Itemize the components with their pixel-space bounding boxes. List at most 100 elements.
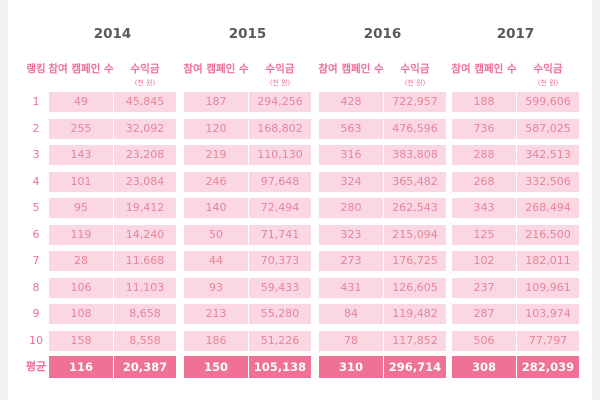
revenue-cell: 126,605 <box>384 277 446 298</box>
revenue-column-header: 수익금 <box>130 63 160 75</box>
campaign-count-cell: 280 <box>319 198 383 218</box>
rank-number: 8 <box>32 280 40 294</box>
revenue-unit-label: (천 원) <box>537 79 559 87</box>
campaign-count-cell: 50 <box>184 224 248 245</box>
campaign-count-cell: 187 <box>184 92 248 112</box>
average-campaign-count-cell: 310 <box>319 356 383 378</box>
revenue-cell: 11,668 <box>114 251 176 271</box>
rank-number: 2 <box>32 121 40 135</box>
revenue-cell: 19,412 <box>114 198 176 218</box>
year-heading: 2017 <box>496 26 535 42</box>
revenue-cell: 32,092 <box>114 118 176 139</box>
revenue-column-header: 수익금 <box>533 63 563 75</box>
revenue-cell: 332,506 <box>517 171 579 192</box>
campaign-count-cell: 428 <box>319 92 383 112</box>
campaign-count-cell: 287 <box>452 304 516 324</box>
campaign-count-cell: 158 <box>49 330 113 351</box>
campaign-count-cell: 273 <box>319 251 383 271</box>
campaign-count-cell: 120 <box>184 118 248 139</box>
revenue-column-header: 수익금 <box>400 63 430 75</box>
revenue-cell: 176,725 <box>384 251 446 271</box>
campaign-count-cell: 255 <box>49 118 113 139</box>
campaigns-column-header: 참여 캠페인 수 <box>451 63 517 75</box>
campaign-count-cell: 125 <box>452 224 516 245</box>
revenue-cell: 216,500 <box>517 224 579 245</box>
campaign-count-cell: 736 <box>452 118 516 139</box>
revenue-cell: 55,280 <box>249 304 311 324</box>
campaign-count-cell: 188 <box>452 92 516 112</box>
rank-number: 9 <box>32 307 40 320</box>
revenue-cell: 168,802 <box>249 118 311 139</box>
revenue-cell: 383,808 <box>384 145 446 165</box>
revenue-cell: 8,658 <box>114 304 176 324</box>
revenue-cell: 342,513 <box>517 145 579 165</box>
campaign-count-cell: 106 <box>49 277 113 298</box>
campaign-count-cell: 140 <box>184 198 248 218</box>
revenue-cell: 262,543 <box>384 198 446 218</box>
rank-header: 랭킹 <box>26 63 46 75</box>
campaign-count-cell: 343 <box>452 198 516 218</box>
average-revenue-cell: 296,714 <box>384 356 446 378</box>
year-heading: 2014 <box>93 26 132 42</box>
year-heading: 2015 <box>228 26 267 42</box>
campaign-count-cell: 78 <box>319 330 383 351</box>
campaign-count-cell: 246 <box>184 171 248 192</box>
campaign-count-cell: 44 <box>184 251 248 271</box>
campaign-count-cell: 28 <box>49 251 113 271</box>
revenue-cell: 103,974 <box>517 304 579 324</box>
campaign-count-cell: 102 <box>452 251 516 271</box>
revenue-cell: 23,084 <box>114 171 176 192</box>
revenue-cell: 51,226 <box>249 330 311 351</box>
campaign-count-cell: 323 <box>319 224 383 245</box>
revenue-cell: 182,011 <box>517 251 579 271</box>
average-row-label: 평균 <box>25 360 47 373</box>
rank-number: 1 <box>32 95 40 108</box>
rank-number: 4 <box>32 174 40 188</box>
revenue-cell: 268,494 <box>517 198 579 218</box>
average-campaign-count-cell: 116 <box>49 356 113 378</box>
revenue-cell: 11,103 <box>114 277 176 298</box>
campaign-count-cell: 288 <box>452 145 516 165</box>
campaigns-column-header: 참여 캠페인 수 <box>48 63 114 75</box>
rank-number: 5 <box>32 201 40 214</box>
revenue-cell: 365,482 <box>384 171 446 192</box>
revenue-cell: 109,961 <box>517 277 579 298</box>
campaign-count-cell: 101 <box>49 171 113 192</box>
campaigns-column-header: 참여 캠페인 수 <box>318 63 384 75</box>
revenue-cell: 72,494 <box>249 198 311 218</box>
revenue-cell: 119,482 <box>384 304 446 324</box>
revenue-cell: 70,373 <box>249 251 311 271</box>
campaign-count-cell: 186 <box>184 330 248 351</box>
campaign-count-cell: 119 <box>49 224 113 245</box>
campaign-count-cell: 108 <box>49 304 113 324</box>
campaign-count-cell: 563 <box>319 118 383 139</box>
rank-number: 10 <box>29 333 43 347</box>
revenue-cell: 23,208 <box>114 145 176 165</box>
revenue-cell: 476,596 <box>384 118 446 139</box>
year-heading: 2016 <box>363 26 402 42</box>
revenue-cell: 59,433 <box>249 277 311 298</box>
left-border <box>0 0 8 400</box>
revenue-cell: 599,606 <box>517 92 579 112</box>
revenue-cell: 77,797 <box>517 330 579 351</box>
average-revenue-cell: 282,039 <box>517 356 579 378</box>
revenue-cell: 14,240 <box>114 224 176 245</box>
campaign-count-cell: 268 <box>452 171 516 192</box>
revenue-cell: 71,741 <box>249 224 311 245</box>
campaign-count-cell: 95 <box>49 198 113 218</box>
campaign-count-cell: 237 <box>452 277 516 298</box>
campaign-count-cell: 219 <box>184 145 248 165</box>
campaign-count-cell: 431 <box>319 277 383 298</box>
revenue-cell: 8,558 <box>114 330 176 351</box>
revenue-cell: 45,845 <box>114 92 176 112</box>
right-border <box>592 0 600 400</box>
campaign-count-cell: 213 <box>184 304 248 324</box>
rank-number: 7 <box>32 254 40 267</box>
revenue-column-header: 수익금 <box>265 63 295 75</box>
average-revenue-cell: 105,138 <box>249 356 311 378</box>
campaign-count-cell: 506 <box>452 330 516 351</box>
campaign-count-cell: 143 <box>49 145 113 165</box>
revenue-unit-label: (천 원) <box>134 79 156 87</box>
average-campaign-count-cell: 308 <box>452 356 516 378</box>
revenue-cell: 110,130 <box>249 145 311 165</box>
